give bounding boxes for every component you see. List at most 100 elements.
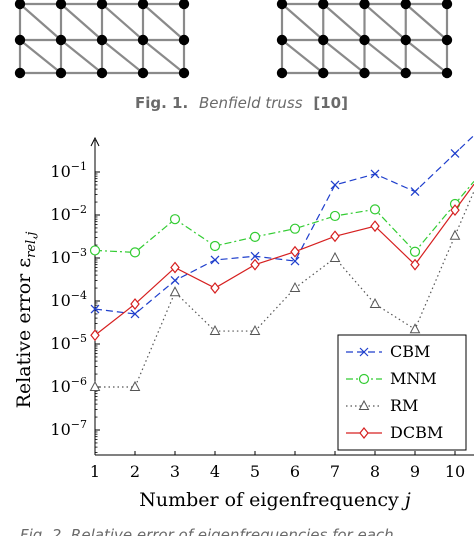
x-tick-label: 7 (330, 462, 340, 481)
data-point (209, 240, 221, 252)
data-point (209, 324, 221, 336)
truss-member (322, 39, 366, 74)
data-point (450, 149, 460, 158)
y-tick-label: 10−2 (50, 203, 87, 224)
series-dcbm (90, 183, 474, 342)
y-axis-title: Relative error εrel,j (13, 232, 39, 409)
figure1-caption-text: Benfield truss (199, 94, 303, 112)
truss-member (60, 39, 103, 74)
x-tick-label: 3 (170, 462, 180, 481)
legend-box (337, 334, 467, 451)
truss-member (60, 3, 103, 41)
truss-member (101, 39, 144, 74)
truss-member (142, 39, 185, 74)
data-point (90, 304, 100, 314)
truss-member (101, 3, 144, 41)
truss-node (96, 67, 108, 79)
data-point (129, 380, 141, 391)
truss-node (55, 34, 67, 46)
data-point (370, 169, 380, 179)
truss-member (405, 3, 448, 41)
series-layer (89, 134, 474, 391)
x-axis-title: Number of eigenfrequency j (139, 489, 411, 511)
data-point (130, 309, 140, 319)
data-point (369, 204, 381, 215)
truss-member (19, 39, 62, 74)
data-point (89, 245, 101, 256)
truss-node (178, 0, 190, 10)
data-point (290, 256, 300, 266)
benfield-truss-right (276, 0, 453, 79)
x-tick-label: 4 (210, 462, 220, 481)
chart-axes (90, 136, 474, 456)
truss-member (405, 39, 448, 74)
x-tick-label: 10 (445, 462, 465, 481)
y-axis-arrow (90, 136, 100, 147)
truss-member (363, 3, 407, 41)
truss-node (441, 34, 453, 46)
truss-node (14, 0, 26, 10)
y-tick-label: 10−5 (50, 332, 87, 353)
series-line (94, 134, 474, 315)
data-point (370, 220, 380, 233)
data-point (210, 282, 220, 295)
data-point (369, 297, 381, 309)
chart-legend: CBM MNM RM DCBM (337, 334, 467, 451)
x-tick-label: 9 (410, 462, 420, 481)
data-point (330, 230, 340, 243)
x-tick-label: 2 (130, 462, 140, 481)
truss-node (96, 0, 108, 10)
figure1-caption-ref: [10] (313, 94, 348, 112)
truss-node (318, 0, 329, 10)
truss-node (55, 67, 67, 79)
data-point (330, 180, 340, 190)
series-cbm (90, 134, 474, 319)
data-point (329, 251, 341, 262)
legend-label: CBM (390, 342, 430, 361)
data-point (170, 261, 180, 274)
truss-member (322, 3, 366, 41)
data-point (410, 187, 420, 197)
truss-node (55, 0, 67, 10)
chart-ticks: 1 2 3 4 5 6 7 8 9 10 10−1 10−2 10−3 10−4 10−5 10−6 10−7 (50, 160, 465, 481)
figure1-caption-label: Fig. 1. (135, 94, 188, 112)
truss-node (441, 0, 453, 10)
truss-node (14, 34, 26, 46)
truss-member (281, 3, 324, 41)
data-point (359, 427, 369, 439)
data-point (170, 276, 180, 285)
data-point (289, 223, 301, 234)
legend-entry: DCBM (346, 423, 443, 442)
data-point (449, 229, 461, 240)
truss-node (137, 67, 149, 79)
data-point (210, 255, 220, 265)
y-tick-label: 10−3 (50, 246, 87, 267)
data-point (129, 247, 141, 258)
legend-label: RM (390, 396, 418, 415)
truss-node (178, 34, 190, 46)
data-point (409, 246, 421, 257)
truss-member (19, 3, 62, 41)
truss-node (359, 67, 370, 79)
data-point (410, 258, 420, 271)
y-tick-label: 10−4 (50, 289, 87, 310)
data-point (249, 324, 261, 336)
y-tick-label: 10−6 (50, 375, 87, 396)
truss-node (400, 67, 411, 79)
legend-entry: MNM (346, 369, 437, 388)
data-point (409, 323, 421, 334)
data-point (89, 380, 101, 391)
data-point (329, 210, 341, 222)
y-tick-label: 10−1 (50, 160, 87, 181)
truss-node (96, 34, 108, 46)
data-point (169, 214, 181, 225)
truss-node (318, 34, 329, 46)
truss-member (281, 39, 324, 74)
truss-member (363, 39, 407, 74)
x-tick-label: 1 (90, 462, 100, 481)
data-point (169, 286, 181, 297)
truss-node (276, 34, 288, 46)
series-rm (89, 191, 474, 391)
legend-label: DCBM (390, 423, 443, 442)
